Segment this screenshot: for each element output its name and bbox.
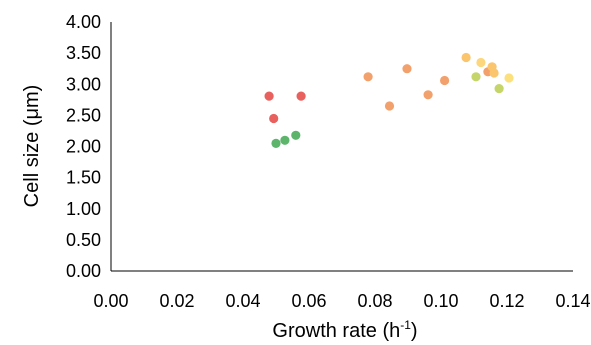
- data-point: [461, 52, 471, 63]
- data-point: [271, 138, 281, 148]
- data-point: [440, 75, 450, 86]
- data-point: [476, 57, 486, 68]
- x-tick-label: 0.04: [225, 291, 260, 311]
- data-point: [494, 84, 504, 94]
- data-point: [402, 64, 412, 74]
- y-axis-ticks: 0.00 0.50 1.00 1.50 2.00 2.50 3.00 3.50 4.00: [66, 12, 101, 281]
- x-axis-title-suffix: ): [411, 320, 418, 342]
- data-point: [269, 113, 279, 124]
- y-tick-label: 4.00: [66, 12, 101, 32]
- y-axis-title: Cell size (μm): [21, 85, 43, 208]
- y-tick-label: 2.50: [66, 105, 101, 125]
- data-point: [296, 91, 306, 101]
- data-point: [291, 130, 301, 140]
- x-tick-label: 0.00: [93, 291, 128, 311]
- data-point: [363, 72, 373, 82]
- x-tick-label: 0.08: [357, 291, 392, 311]
- y-tick-label: 3.50: [66, 43, 101, 63]
- x-tick-label: 0.14: [555, 291, 590, 311]
- data-point: [504, 73, 514, 83]
- data-point: [471, 72, 481, 82]
- x-tick-label: 0.10: [423, 291, 458, 311]
- y-tick-label: 0.50: [66, 230, 101, 250]
- x-axis-title-main: Growth rate (h: [272, 320, 400, 342]
- y-tick-label: 1.50: [66, 168, 101, 188]
- y-tick-label: 3.00: [66, 74, 101, 94]
- data-point: [489, 68, 499, 78]
- x-tick-label: 0.12: [489, 291, 524, 311]
- data-points: [264, 52, 514, 148]
- y-tick-label: 0.00: [66, 261, 101, 281]
- x-axis-title-superscript: -1: [400, 318, 411, 332]
- data-point: [423, 90, 433, 100]
- y-tick-label: 1.00: [66, 199, 101, 219]
- x-tick-label: 0.06: [291, 291, 326, 311]
- x-axis-title: Growth rate (h-1): [272, 318, 417, 342]
- data-point: [280, 135, 290, 145]
- data-point: [264, 91, 274, 101]
- x-axis-ticks: 0.00 0.02 0.04 0.06 0.08 0.10 0.12 0.14: [93, 291, 590, 311]
- data-point: [384, 101, 395, 111]
- y-tick-label: 2.00: [66, 137, 101, 157]
- x-tick-label: 0.02: [159, 291, 194, 311]
